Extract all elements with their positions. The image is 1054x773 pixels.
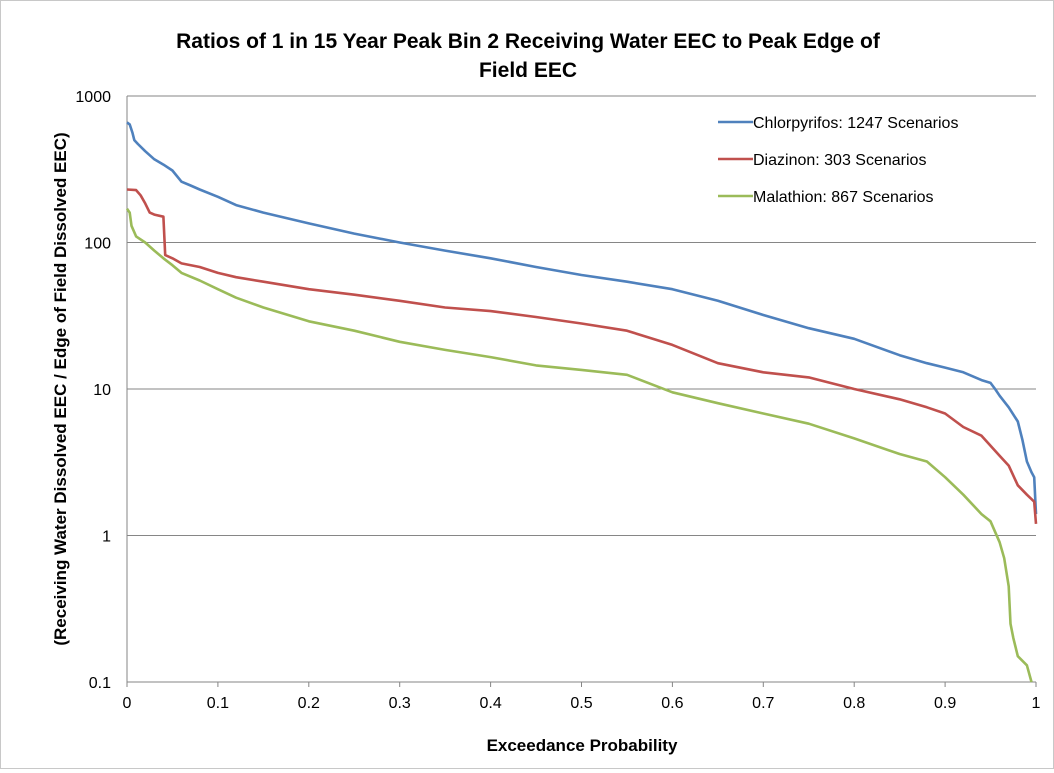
chart-title-line-1: Ratios of 1 in 15 Year Peak Bin 2 Receiv… bbox=[176, 30, 881, 53]
y-tick-label: 10 bbox=[93, 382, 111, 399]
legend-label-2: Malathion: 867 Scenarios bbox=[753, 189, 934, 206]
series-line-2 bbox=[125, 207, 1033, 683]
legend-label-0: Chlorpyrifos: 1247 Scenarios bbox=[753, 115, 958, 132]
x-tick-label: 0 bbox=[123, 695, 132, 712]
x-tick-label: 0.2 bbox=[298, 695, 320, 712]
x-tick-label: 0.1 bbox=[207, 695, 229, 712]
y-tick-labels: 1000 100 10 1 0.1 bbox=[75, 89, 111, 692]
x-tick-label: 0.4 bbox=[479, 695, 501, 712]
x-axis-label: Exceedance Probability bbox=[487, 736, 678, 755]
x-tick-labels: 0 0.1 0.2 0.3 0.4 0.5 0.6 0.7 0.8 0.9 1 bbox=[123, 682, 1041, 712]
x-tick-label: 0.8 bbox=[843, 695, 865, 712]
y-tick-label: 0.1 bbox=[89, 675, 111, 692]
y-tick-label: 100 bbox=[84, 236, 111, 253]
y-axis-label: (Receiving Water Dissolved EEC / Edge of… bbox=[51, 132, 70, 645]
series-lines bbox=[125, 121, 1038, 683]
x-tick-label: 0.3 bbox=[389, 695, 411, 712]
grid-lines bbox=[127, 95, 1036, 683]
y-tick-label: 1000 bbox=[75, 89, 111, 106]
x-tick-label: 0.7 bbox=[752, 695, 774, 712]
chart-title: Ratios of 1 in 15 Year Peak Bin 2 Receiv… bbox=[176, 30, 881, 82]
legend-label-1: Diazinon: 303 Scenarios bbox=[753, 152, 926, 169]
y-tick-label: 1 bbox=[102, 529, 111, 546]
series-line-1 bbox=[126, 188, 1038, 525]
x-tick-label: 1 bbox=[1032, 695, 1041, 712]
legend: Chlorpyrifos: 1247 Scenarios Diazinon: 30… bbox=[718, 115, 958, 206]
x-tick-label: 0.9 bbox=[934, 695, 956, 712]
x-tick-label: 0.5 bbox=[570, 695, 592, 712]
chart-title-line-2: Field EEC bbox=[479, 59, 577, 82]
x-tick-label: 0.6 bbox=[661, 695, 683, 712]
series-line-0 bbox=[126, 121, 1038, 515]
